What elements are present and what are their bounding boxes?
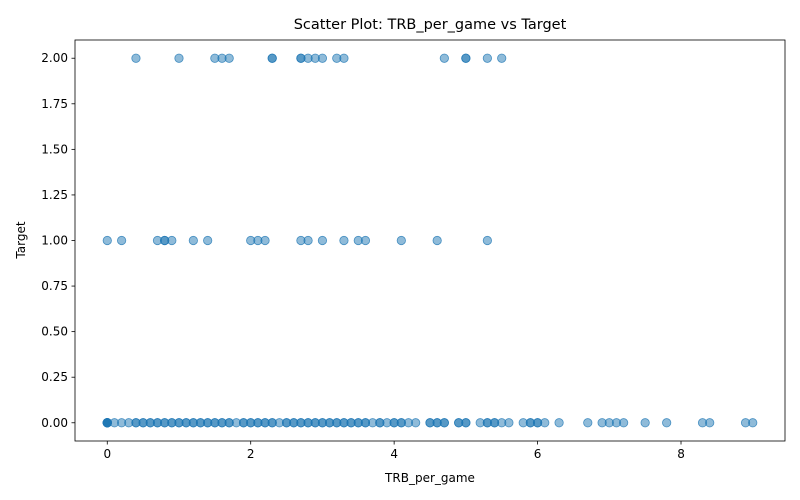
data-point — [640, 418, 650, 428]
data-point — [317, 53, 328, 63]
x-tick-label: 0 — [103, 447, 111, 461]
y-tick-label: 0.50 — [41, 325, 68, 339]
y-tick-label: 1.50 — [41, 142, 68, 156]
data-point — [167, 235, 177, 246]
data-point — [339, 235, 349, 246]
data-point — [497, 53, 507, 63]
x-tick-label: 2 — [247, 447, 255, 461]
data-point — [260, 235, 270, 246]
data-point — [554, 418, 564, 428]
x-tick-label: 4 — [390, 447, 398, 461]
data-point — [461, 53, 471, 63]
y-tick-label: 2.00 — [41, 51, 68, 65]
data-point — [102, 235, 112, 246]
data-point — [705, 418, 715, 428]
data-point — [224, 53, 234, 63]
data-point — [583, 418, 593, 428]
data-point — [131, 53, 141, 63]
y-tick-label: 1.25 — [41, 188, 68, 202]
data-point — [619, 418, 629, 428]
data-point — [748, 418, 758, 428]
data-point — [504, 418, 514, 428]
data-point — [662, 418, 672, 428]
data-point — [203, 235, 213, 246]
plot-area-frame — [74, 39, 786, 442]
y-tick-label: 0.25 — [41, 370, 68, 384]
data-point — [439, 418, 449, 428]
axes-layer — [74, 39, 786, 442]
y-tick-label: 0.00 — [41, 416, 68, 430]
y-axis-label: Target — [14, 221, 28, 259]
x-axis-label: TRB_per_game — [384, 471, 475, 485]
data-point — [396, 235, 406, 246]
data-point — [188, 235, 198, 246]
data-point — [360, 235, 371, 246]
data-point — [317, 235, 328, 246]
data-point — [174, 53, 184, 63]
data-point — [411, 418, 421, 428]
y-tick-label: 0.75 — [41, 279, 68, 293]
x-tick-label: 6 — [534, 447, 542, 461]
data-point — [117, 235, 127, 246]
data-point — [439, 53, 449, 63]
y-tick-label: 1.00 — [41, 234, 68, 248]
x-tick-label: 8 — [677, 447, 685, 461]
data-point — [339, 53, 349, 63]
data-point — [482, 53, 492, 63]
y-tick-label: 1.75 — [41, 97, 68, 111]
chart-title: Scatter Plot: TRB_per_game vs Target — [294, 17, 567, 33]
ticks-layer: 0 2 4 6 8 0.00 0.25 0.50 0.75 1.00 1.25 1.50 1.75 2.0… — [41, 51, 685, 461]
data-point — [482, 235, 492, 246]
data-point — [461, 418, 471, 428]
data-point — [303, 235, 313, 246]
data-point — [267, 53, 277, 63]
data-point — [540, 418, 550, 428]
points-layer — [102, 53, 758, 428]
data-point — [432, 235, 442, 246]
